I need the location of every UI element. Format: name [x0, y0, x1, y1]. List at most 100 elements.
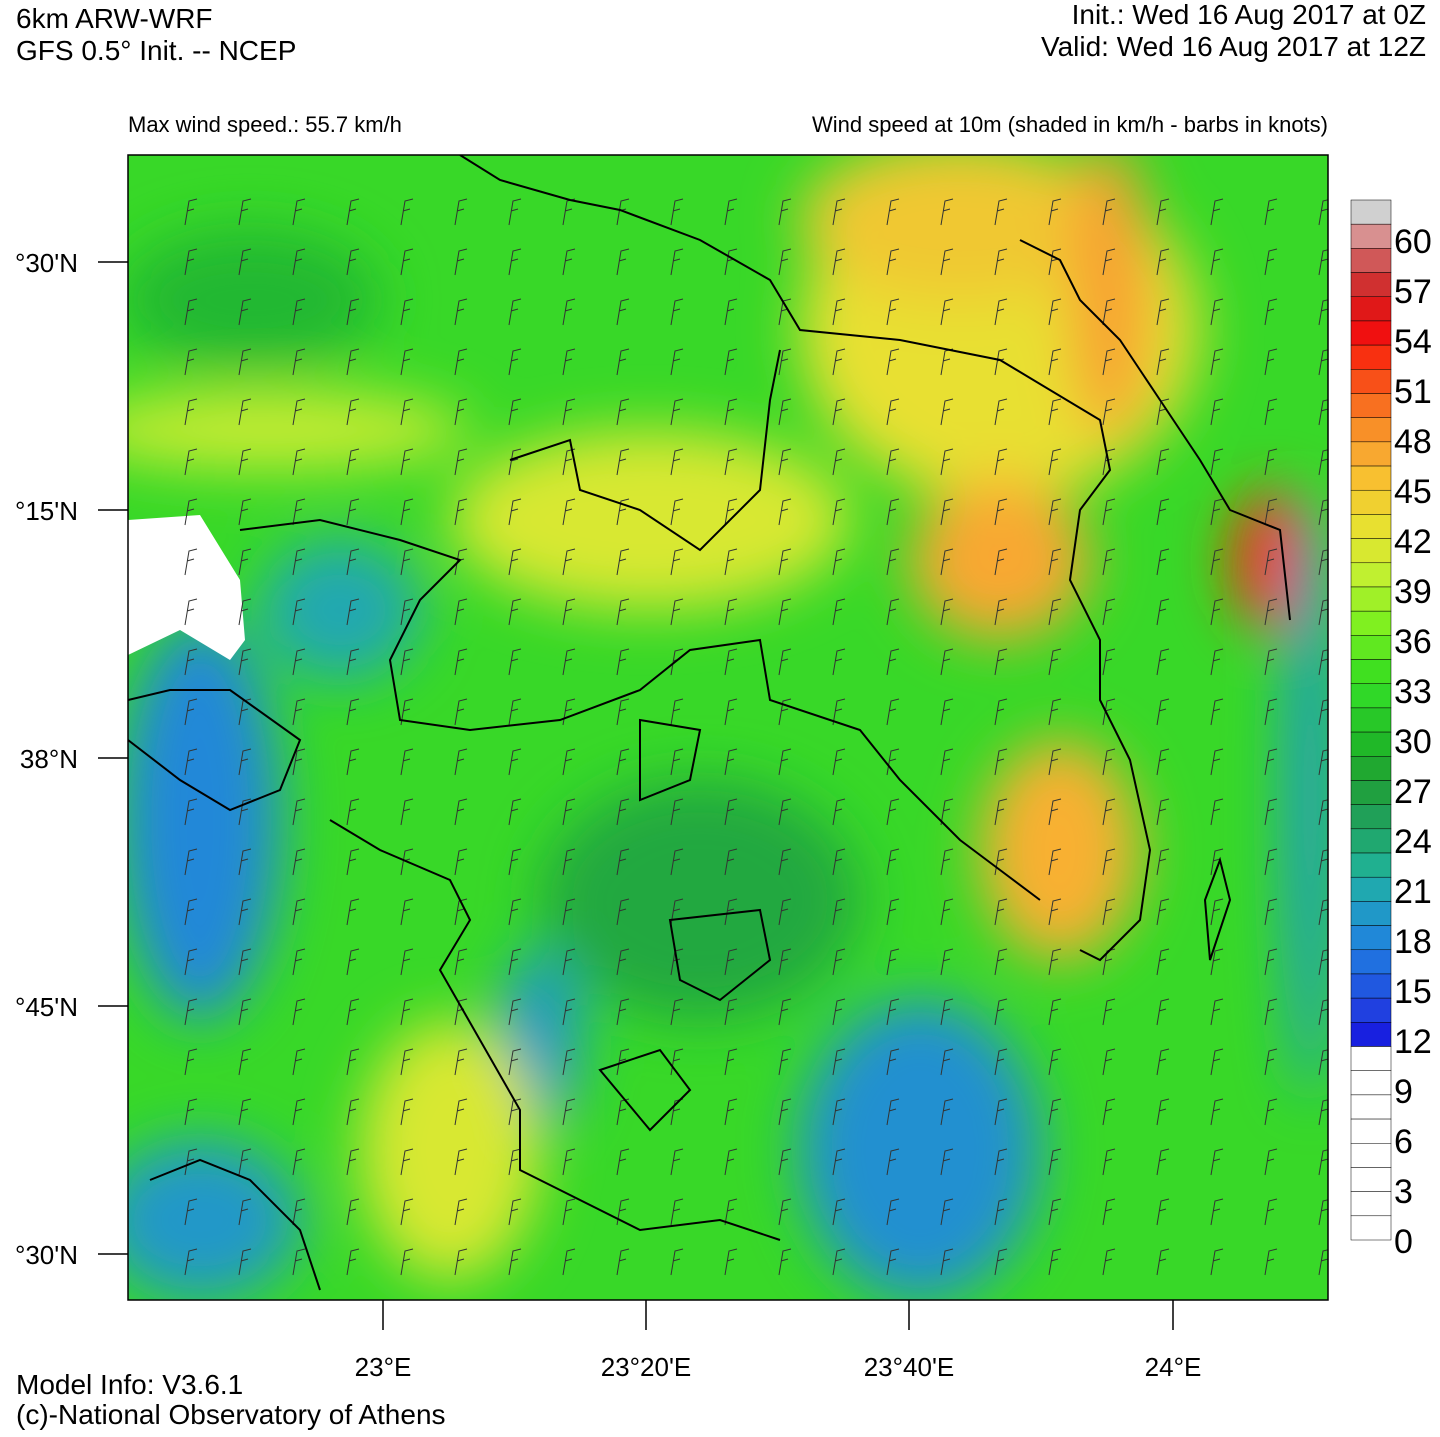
wind-barb — [832, 198, 846, 226]
colorbar-bin — [1350, 562, 1392, 588]
wind-barb — [832, 498, 846, 526]
colorbar-label: 57 — [1394, 273, 1432, 311]
wind-barb — [994, 198, 1008, 226]
wind-barb — [1264, 1098, 1278, 1126]
wind-barb — [1102, 898, 1116, 926]
wind-barb — [670, 798, 684, 826]
wind-barb — [940, 548, 954, 576]
wind-barb — [346, 298, 360, 326]
wind-barb — [616, 248, 630, 276]
wind-barb — [778, 1048, 792, 1076]
wind-barb — [292, 1098, 306, 1126]
wind-barb — [1048, 448, 1062, 476]
wind-barb — [832, 1198, 846, 1226]
wind-barb — [508, 648, 522, 676]
colorbar-bin — [1350, 876, 1392, 902]
wind-barb — [616, 448, 630, 476]
wind-barb — [346, 748, 360, 776]
wind-barb — [994, 698, 1008, 726]
wind-barb — [778, 248, 792, 276]
wind-barb — [346, 548, 360, 576]
wind-barb — [1156, 1248, 1170, 1276]
colorbar-label: 48 — [1394, 423, 1432, 461]
lon-label: 23°40'E — [864, 1352, 955, 1382]
colorbar-bin — [1350, 804, 1392, 830]
wind-barb — [724, 698, 738, 726]
wind-barb — [670, 998, 684, 1026]
wind-barb — [616, 598, 630, 626]
wind-barb — [346, 898, 360, 926]
wind-barb — [562, 1098, 576, 1126]
wind-barb — [994, 998, 1008, 1026]
wind-barb — [1156, 1148, 1170, 1176]
colorbar-bin — [1350, 272, 1392, 297]
wind-barb — [562, 548, 576, 576]
wind-barb — [1102, 348, 1116, 376]
wind-barb — [940, 598, 954, 626]
wind-barb — [1318, 399, 1328, 426]
wind-barb — [832, 298, 846, 326]
wind-barb — [346, 1248, 360, 1276]
wind-barb — [238, 848, 252, 876]
wind-barb — [562, 648, 576, 676]
wind-barb — [1210, 898, 1224, 926]
wind-barb — [346, 398, 360, 426]
wind-barb — [508, 448, 522, 476]
wind-barb — [238, 798, 252, 826]
wind-barb — [454, 948, 468, 976]
wind-barb — [616, 548, 630, 576]
wind-barb — [454, 1198, 468, 1226]
wind-barb — [778, 398, 792, 426]
wind-barb — [994, 748, 1008, 776]
colorbar-label: 0 — [1394, 1223, 1413, 1261]
colorbar-bin — [1350, 393, 1392, 418]
wind-barb — [238, 448, 252, 476]
lat-label: °15'N — [15, 496, 78, 526]
wind-barb — [1264, 598, 1278, 626]
wind-barb — [994, 398, 1008, 426]
wind-barb — [994, 248, 1008, 276]
colorbar-bin — [1350, 731, 1392, 757]
wind-barb — [292, 398, 306, 426]
wind-barb — [1318, 299, 1328, 326]
wind-barb — [616, 1198, 630, 1226]
wind-barb — [400, 198, 414, 226]
wind-barb — [940, 448, 954, 476]
wind-barb — [238, 998, 252, 1026]
wind-barb — [184, 798, 198, 826]
wind-barb — [670, 698, 684, 726]
wind-barb — [508, 198, 522, 226]
wind-barb — [670, 1148, 684, 1176]
wind-barb — [184, 448, 198, 476]
wind-barb — [1264, 198, 1278, 226]
wind-barb — [508, 748, 522, 776]
wind-barb — [1048, 648, 1062, 676]
wind-barb — [832, 1048, 846, 1076]
wind-barb — [1210, 248, 1224, 276]
wind-barb — [1264, 948, 1278, 976]
wind-barb — [616, 1048, 630, 1076]
wind-barb — [1264, 398, 1278, 426]
colorbar-bin — [1350, 925, 1392, 951]
wind-barb — [238, 898, 252, 926]
wind-barb — [1264, 648, 1278, 676]
colorbar-bin — [1350, 1167, 1392, 1192]
wind-barb — [400, 548, 414, 576]
wind-barb — [508, 998, 522, 1026]
wind-barb — [1318, 899, 1328, 926]
wind-barb — [940, 1248, 954, 1276]
wind-barb — [670, 248, 684, 276]
wind-barb — [616, 648, 630, 676]
wind-barb — [670, 598, 684, 626]
wind-barb — [184, 498, 198, 526]
wind-barb — [1102, 748, 1116, 776]
wind-barb — [724, 598, 738, 626]
wind-barb — [1102, 1198, 1116, 1226]
wind-barb — [184, 198, 198, 226]
wind-barb — [832, 598, 846, 626]
wind-barb — [1318, 1249, 1328, 1276]
wind-barb — [940, 798, 954, 826]
wind-barb — [616, 748, 630, 776]
wind-barb — [832, 698, 846, 726]
wind-barb — [184, 598, 198, 626]
